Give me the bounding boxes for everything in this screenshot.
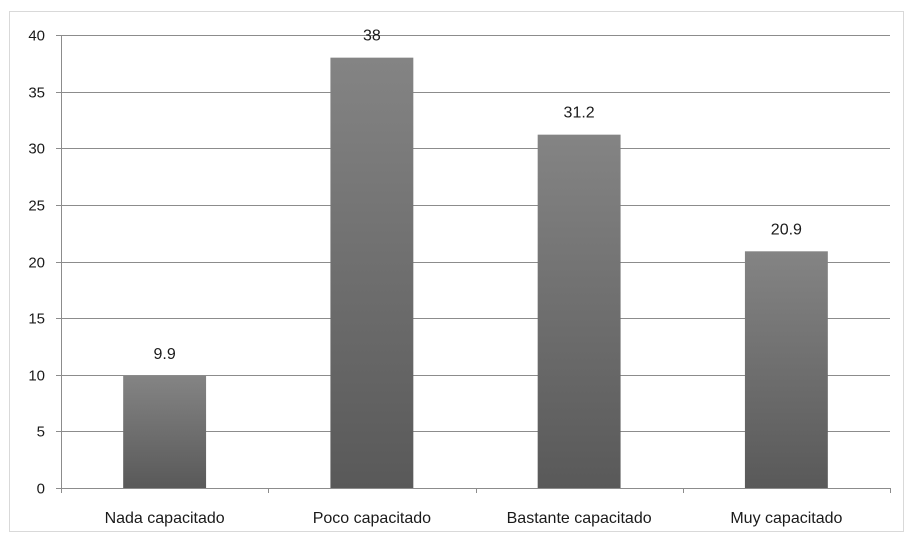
bars (123, 57, 828, 489)
data-label: 20.9 (771, 221, 802, 238)
bar (123, 375, 207, 488)
axes (56, 35, 891, 493)
x-category-label: Nada capacitado (105, 510, 225, 527)
bar (330, 57, 414, 489)
data-label: 38 (363, 28, 381, 45)
bar (537, 134, 621, 488)
y-tick-label: 30 (28, 141, 45, 158)
y-tick-label: 35 (28, 85, 45, 102)
y-tick-label: 20 (28, 255, 45, 272)
x-category-label: Bastante capacitado (507, 510, 652, 527)
y-tick-label: 5 (37, 424, 45, 441)
data-label: 9.9 (154, 346, 176, 363)
y-tick-label: 10 (28, 368, 45, 385)
x-axis-labels: Nada capacitado Poco capacitado Bastante c… (105, 510, 843, 527)
y-tick-label: 40 (28, 28, 45, 45)
data-labels: 9.9 38 31.2 20.9 (154, 28, 803, 363)
y-axis-ticks: 0 5 10 15 20 25 30 35 40 (28, 28, 45, 498)
y-tick-label: 15 (28, 311, 45, 328)
chart-border (9, 11, 904, 532)
bar (744, 251, 828, 488)
y-tick-label: 0 (37, 481, 45, 498)
y-tick-label: 25 (28, 198, 45, 215)
x-category-label: Muy capacitado (730, 510, 842, 527)
x-category-label: Poco capacitado (313, 510, 431, 527)
data-label: 31.2 (564, 105, 595, 122)
